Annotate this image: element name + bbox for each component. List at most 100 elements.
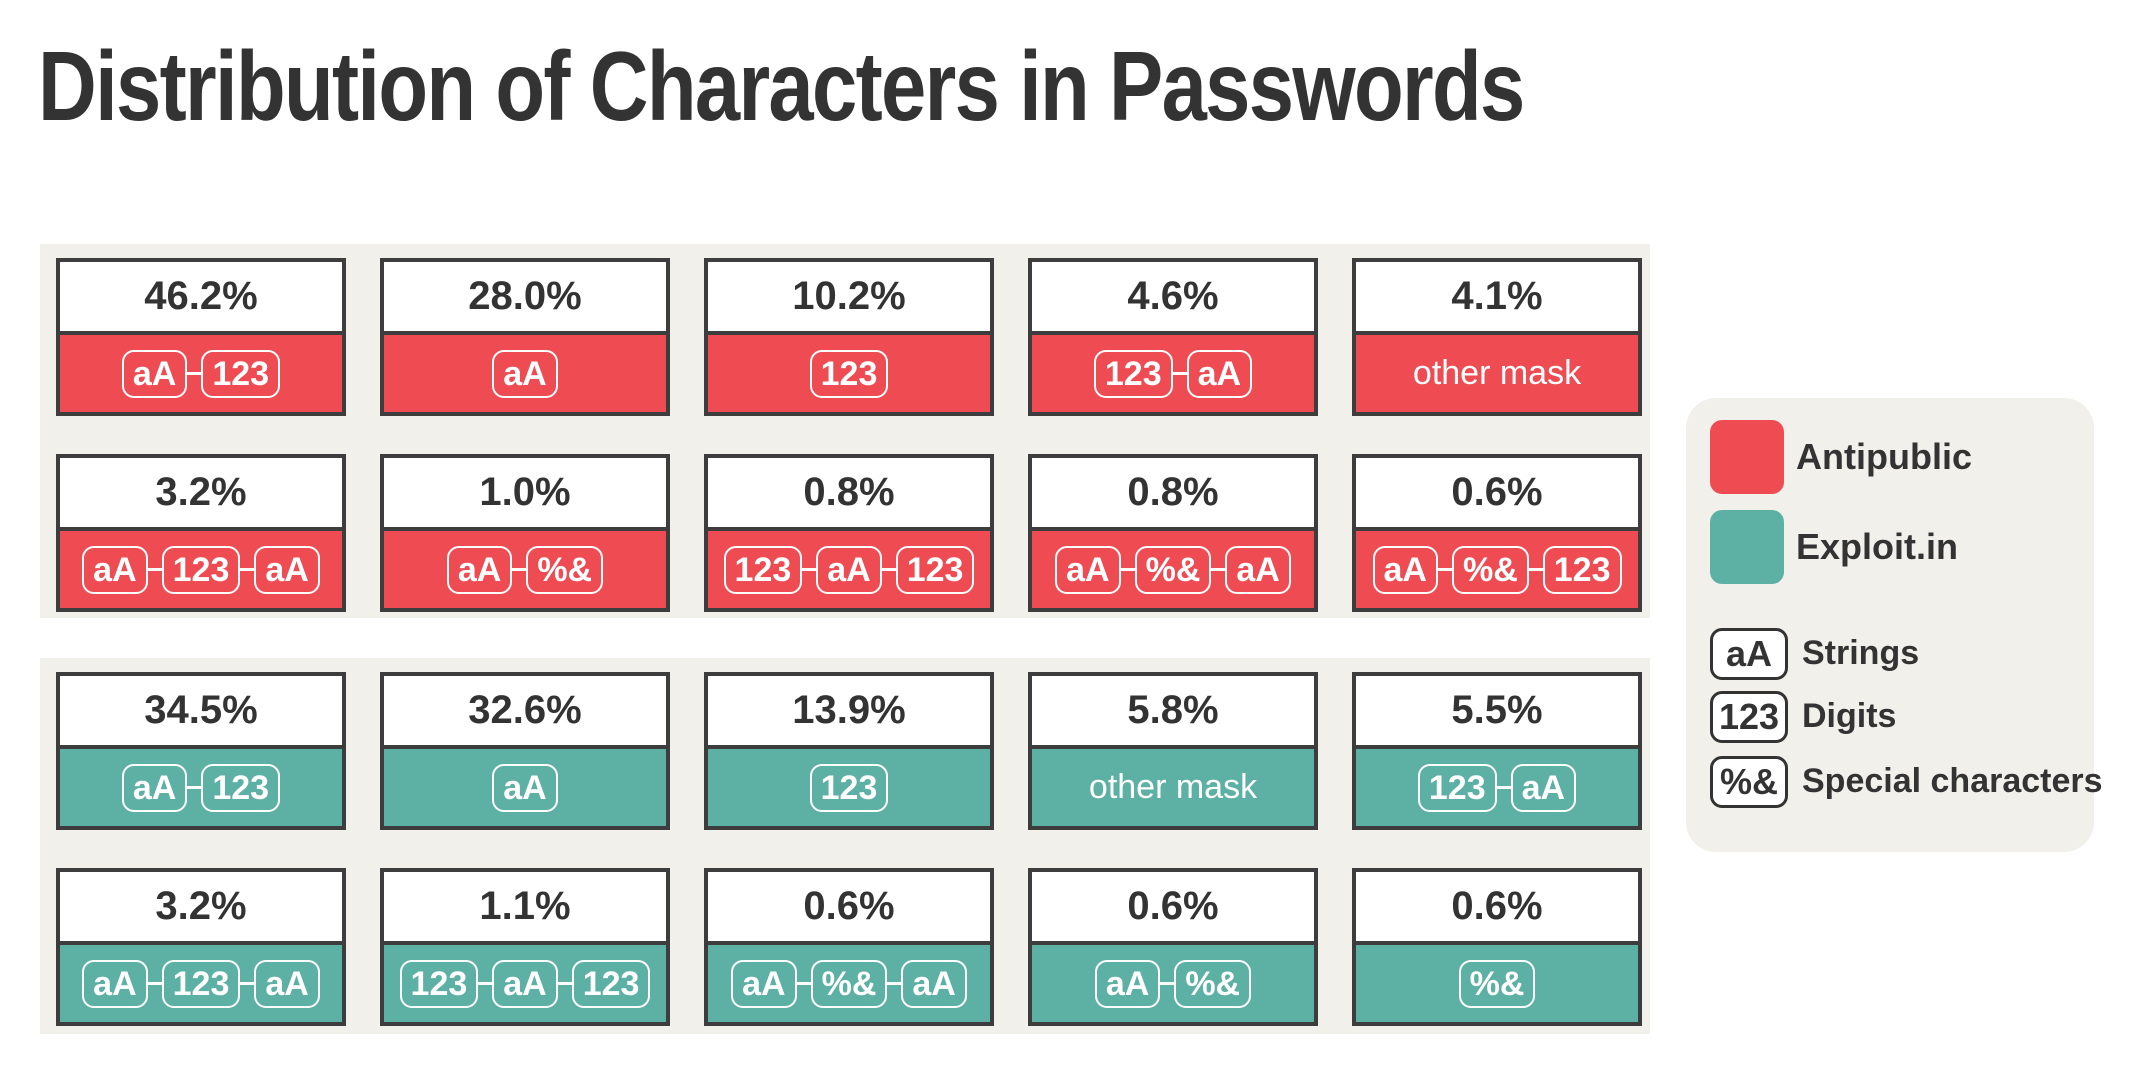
mask-chip-digits: 123	[723, 545, 803, 594]
cell-percentage: 0.6%	[708, 872, 990, 945]
mask-chip-digits: 123	[1093, 349, 1173, 398]
antipublic-grid: 46.2% aA 123 28.0% aA 10.2% 123 4.6% 123 aA 4.1% ot…	[56, 258, 1642, 612]
cell-percentage: 10.2%	[708, 262, 990, 335]
mask-chip-special: %&	[526, 545, 604, 594]
mask-chip-strings: aA	[121, 349, 188, 398]
mask-chip-strings: aA	[901, 959, 967, 1008]
mask-chip-special: %&	[1458, 959, 1536, 1008]
mask-connector	[887, 982, 902, 985]
cell-mask: aA 123 aA	[60, 531, 342, 608]
cell-mask: 123 aA 123	[384, 945, 666, 1022]
cell-percentage: 5.5%	[1356, 676, 1638, 749]
mask-chip-digits: 123	[895, 545, 975, 594]
cell-mask: %&	[1356, 945, 1638, 1022]
cell-mask: 123 aA 123	[708, 531, 990, 608]
mask-connector	[147, 982, 162, 985]
mask-connector	[796, 982, 811, 985]
mask-connector	[1528, 568, 1543, 571]
cell-mask: 123 aA	[1356, 749, 1638, 826]
mask-cell: 10.2% 123	[704, 258, 994, 416]
chart-title: Distribution of Characters in Passwords	[38, 31, 1525, 141]
cell-percentage: 5.8%	[1032, 676, 1314, 749]
legend-label-special: Special characters	[1802, 762, 2103, 800]
mask-chip-strings: aA	[121, 763, 188, 812]
mask-cell: 13.9% 123	[704, 672, 994, 830]
legend-label-digits: Digits	[1802, 697, 1897, 735]
mask-chip-digits: 123	[809, 349, 889, 398]
cell-percentage: 13.9%	[708, 676, 990, 749]
mask-cell: 3.2% aA 123 aA	[56, 454, 346, 612]
cell-mask: aA %& aA	[1032, 531, 1314, 608]
mask-connector	[802, 568, 817, 571]
mask-connector	[478, 982, 493, 985]
other-mask-label: other mask	[1088, 768, 1258, 806]
mask-cell: 1.0% aA %&	[380, 454, 670, 612]
mask-connector	[240, 568, 255, 571]
mask-cell: 4.1% other mask	[1352, 258, 1642, 416]
cell-mask: aA 123	[60, 749, 342, 826]
cell-percentage: 0.8%	[1032, 458, 1314, 531]
antipublic-panel: 46.2% aA 123 28.0% aA 10.2% 123 4.6% 123 aA 4.1% ot…	[40, 244, 1650, 618]
mask-chip-digits: 123	[201, 763, 281, 812]
cell-percentage: 1.0%	[384, 458, 666, 531]
mask-connector	[1172, 372, 1187, 375]
mask-connector	[512, 568, 527, 571]
cell-percentage: 28.0%	[384, 262, 666, 335]
mask-cell: 5.8% other mask	[1028, 672, 1318, 830]
mask-chip-special: %&	[1451, 545, 1529, 594]
mask-chip-special: %&	[1174, 959, 1252, 1008]
mask-connector	[1211, 568, 1226, 571]
mask-chip-digits: 123	[571, 959, 651, 1008]
cell-mask: aA	[384, 335, 666, 412]
mask-cell: 4.6% 123 aA	[1028, 258, 1318, 416]
mask-cell: 3.2% aA 123 aA	[56, 868, 346, 1026]
cell-mask: aA %&	[384, 531, 666, 608]
mask-chip-digits: 123	[809, 763, 889, 812]
mask-chip-digits: 123	[1417, 763, 1497, 812]
mask-chip-strings: aA	[1510, 763, 1577, 812]
exploit-grid: 34.5% aA 123 32.6% aA 13.9% 123 5.8% other mask 5…	[56, 672, 1642, 1026]
cell-percentage: 0.6%	[1032, 872, 1314, 945]
mask-cell: 0.6% aA %& 123	[1352, 454, 1642, 612]
mask-chip-strings: aA	[1055, 545, 1121, 594]
mask-cell: 0.6% aA %&	[1028, 868, 1318, 1026]
cell-mask: 123 aA	[1032, 335, 1314, 412]
mask-chip-digits: 123	[399, 959, 479, 1008]
mask-chip-special: %&	[1134, 545, 1212, 594]
legend-label-exploit: Exploit.in	[1796, 526, 1958, 567]
mask-connector	[187, 372, 202, 375]
mask-chip-strings: aA	[82, 545, 148, 594]
mask-chip-strings: aA	[816, 545, 882, 594]
mask-connector	[557, 982, 572, 985]
mask-connector	[1120, 568, 1135, 571]
mask-chip-strings: aA	[446, 545, 513, 594]
cell-mask: other mask	[1032, 749, 1314, 826]
cell-percentage: 0.6%	[1356, 458, 1638, 531]
legend-chip-strings: aA	[1710, 628, 1788, 680]
legend: Antipublic Exploit.in aA Strings 123 Dig…	[1686, 398, 2103, 852]
mask-chip-strings: aA	[492, 349, 558, 398]
legend-label-antipublic: Antipublic	[1796, 436, 1972, 477]
cell-percentage: 3.2%	[60, 872, 342, 945]
mask-cell: 0.6% %&	[1352, 868, 1642, 1026]
mask-chip-strings: aA	[492, 959, 558, 1008]
mask-chip-digits: 123	[161, 545, 241, 594]
cell-percentage: 4.1%	[1356, 262, 1638, 335]
mask-chip-strings: aA	[492, 763, 558, 812]
mask-cell: 28.0% aA	[380, 258, 670, 416]
mask-chip-strings: aA	[254, 959, 320, 1008]
mask-chip-digits: 123	[1542, 545, 1622, 594]
cell-mask: aA 123 aA	[60, 945, 342, 1022]
mask-cell: 0.8% aA %& aA	[1028, 454, 1318, 612]
mask-cell: 0.8% 123 aA 123	[704, 454, 994, 612]
mask-chip-strings: aA	[1225, 545, 1291, 594]
cell-percentage: 3.2%	[60, 458, 342, 531]
mask-cell: 0.6% aA %& aA	[704, 868, 994, 1026]
cell-mask: other mask	[1356, 335, 1638, 412]
mask-cell: 5.5% 123 aA	[1352, 672, 1642, 830]
mask-connector	[187, 786, 202, 789]
mask-chip-strings: aA	[1186, 349, 1253, 398]
mask-chip-strings: aA	[82, 959, 148, 1008]
legend-swatch-exploit	[1710, 510, 1784, 584]
mask-connector	[1437, 568, 1452, 571]
